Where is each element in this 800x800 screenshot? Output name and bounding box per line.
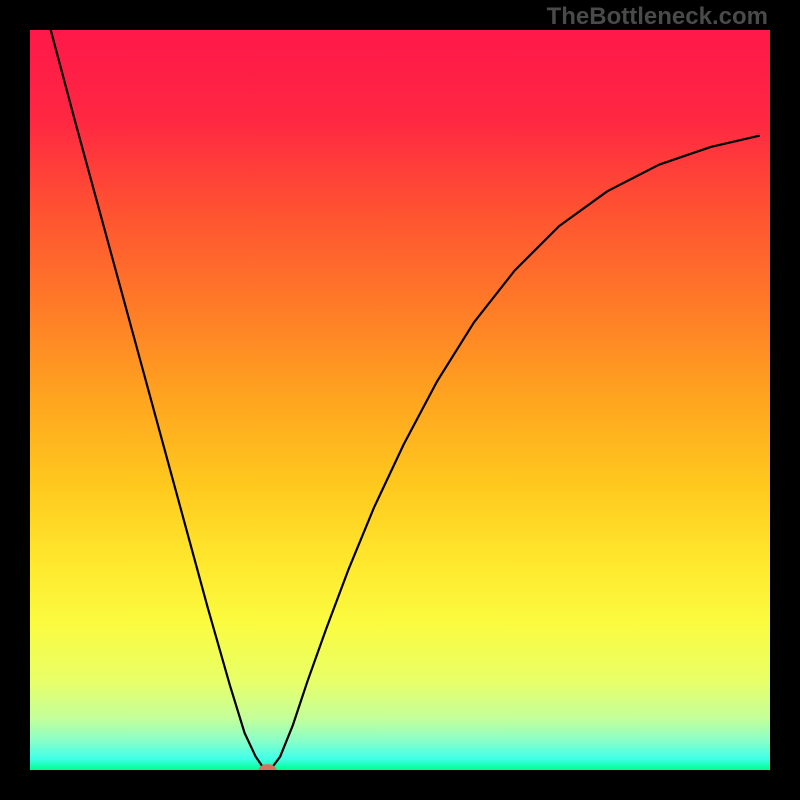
chart-frame: TheBottleneck.com [0,0,800,800]
attribution-text: TheBottleneck.com [547,3,768,31]
bottleneck-curve-chart [30,30,770,770]
gradient-background [30,30,770,770]
